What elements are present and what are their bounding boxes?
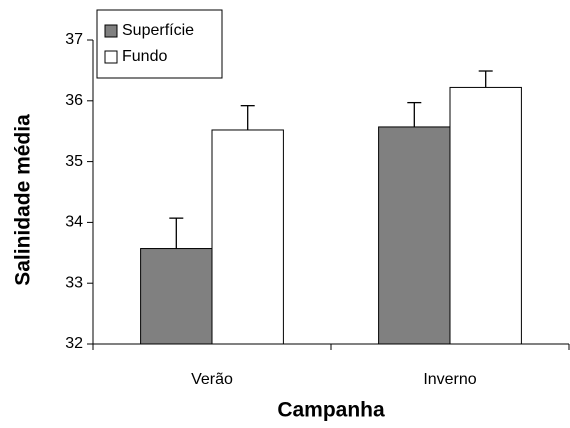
legend-label: Superfície xyxy=(122,22,194,39)
bar xyxy=(140,248,213,345)
y-tick-label: 35 xyxy=(65,153,83,170)
y-axis-title: Salinidade média xyxy=(12,114,35,286)
legend-swatch xyxy=(104,24,118,38)
y-tick-label: 37 xyxy=(65,31,83,48)
y-tick-label: 34 xyxy=(65,214,83,231)
legend-box xyxy=(96,9,223,79)
x-tick-label: Verão xyxy=(191,371,233,388)
bar xyxy=(211,129,284,345)
y-tick-label: 33 xyxy=(65,274,83,291)
legend-swatch xyxy=(104,50,118,64)
bar xyxy=(378,126,451,345)
x-axis-title: Campanha xyxy=(277,399,385,422)
bar xyxy=(449,86,522,345)
y-tick-label: 32 xyxy=(65,335,83,352)
y-tick-label: 36 xyxy=(65,92,83,109)
legend-label: Fundo xyxy=(122,48,167,65)
x-tick-label: Inverno xyxy=(423,371,476,388)
